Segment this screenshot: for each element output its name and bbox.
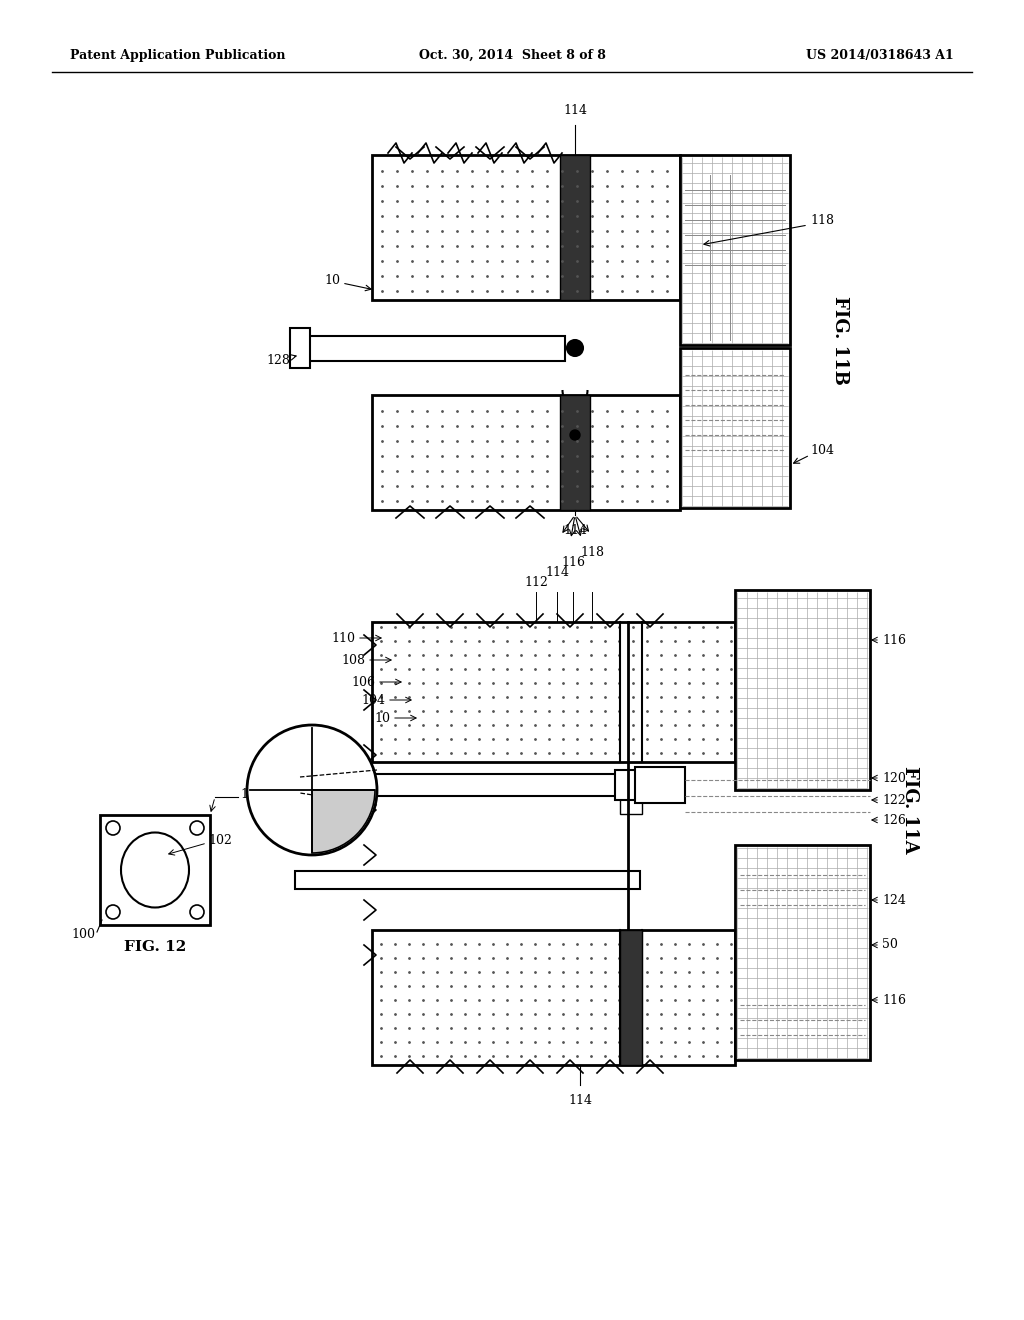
- Text: FIG. 11B: FIG. 11B: [831, 296, 849, 384]
- Bar: [680, 348, 790, 508]
- Bar: [735, 845, 870, 1060]
- Text: 104: 104: [361, 693, 385, 706]
- Text: FIG. 12: FIG. 12: [124, 940, 186, 954]
- Text: 106: 106: [351, 676, 375, 689]
- Bar: [680, 154, 790, 345]
- Text: ← 10: ← 10: [270, 792, 300, 804]
- Bar: [300, 337, 565, 360]
- Circle shape: [623, 777, 637, 792]
- Text: 114: 114: [568, 1093, 592, 1106]
- Bar: [635, 767, 685, 803]
- Text: 128: 128: [266, 354, 290, 367]
- Text: 50: 50: [882, 939, 898, 952]
- Text: 126: 126: [882, 813, 906, 826]
- Text: 118: 118: [580, 545, 604, 558]
- Bar: [100, 814, 210, 925]
- Text: 118: 118: [810, 214, 834, 227]
- Ellipse shape: [121, 833, 189, 908]
- Circle shape: [106, 906, 120, 919]
- Wedge shape: [312, 789, 375, 853]
- Text: Oct. 30, 2014  Sheet 8 of 8: Oct. 30, 2014 Sheet 8 of 8: [419, 49, 605, 62]
- Text: 110: 110: [331, 631, 355, 644]
- Bar: [372, 622, 735, 762]
- Text: 10: 10: [324, 273, 340, 286]
- Circle shape: [190, 906, 204, 919]
- Bar: [560, 395, 590, 510]
- Bar: [283, 767, 297, 803]
- Bar: [735, 590, 870, 789]
- Bar: [615, 770, 645, 800]
- Bar: [560, 154, 590, 300]
- Text: 116: 116: [561, 556, 585, 569]
- Text: 116: 116: [882, 994, 906, 1006]
- Text: 102: 102: [208, 833, 231, 846]
- Text: 108: 108: [341, 653, 365, 667]
- Text: 124: 124: [882, 894, 906, 907]
- Circle shape: [247, 725, 377, 855]
- Circle shape: [106, 821, 120, 836]
- Text: 114: 114: [563, 103, 587, 116]
- Text: 116: 116: [882, 634, 906, 647]
- Bar: [372, 931, 735, 1065]
- Bar: [295, 774, 625, 796]
- Bar: [620, 931, 642, 1065]
- Circle shape: [190, 821, 204, 836]
- Bar: [295, 871, 640, 888]
- Bar: [372, 395, 680, 510]
- Text: 100: 100: [71, 928, 95, 941]
- Text: FIG. 11A: FIG. 11A: [901, 766, 919, 854]
- Bar: [620, 774, 642, 814]
- Text: 104: 104: [810, 444, 834, 457]
- Text: 114: 114: [563, 524, 587, 536]
- Text: Patent Application Publication: Patent Application Publication: [70, 49, 286, 62]
- Text: US 2014/0318643 A1: US 2014/0318643 A1: [806, 49, 954, 62]
- Text: 120: 120: [882, 771, 906, 784]
- Bar: [372, 154, 680, 300]
- Text: 112: 112: [524, 576, 548, 589]
- Text: 114: 114: [545, 565, 569, 578]
- Text: 122: 122: [882, 793, 906, 807]
- Circle shape: [276, 771, 304, 799]
- Circle shape: [570, 430, 580, 440]
- Bar: [290, 327, 310, 368]
- Text: 10: 10: [374, 711, 390, 725]
- Text: 10: 10: [240, 788, 256, 801]
- Circle shape: [567, 341, 583, 356]
